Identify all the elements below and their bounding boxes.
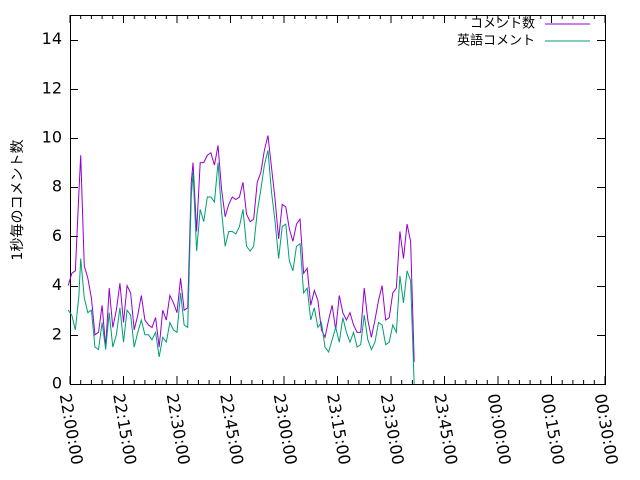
x-tick-label: 23:30:00 bbox=[377, 392, 408, 466]
y-tick-label: 0 bbox=[52, 374, 62, 393]
x-tick-label: 00:30:00 bbox=[591, 392, 622, 466]
x-tick-label: 23:00:00 bbox=[270, 392, 301, 466]
legend-label: 英語コメント bbox=[457, 33, 535, 49]
x-tick-label: 00:00:00 bbox=[484, 392, 515, 466]
y-tick-label: 12 bbox=[42, 78, 62, 97]
series-layer bbox=[67, 135, 415, 385]
y-tick-label: 4 bbox=[52, 275, 62, 294]
x-axis: 22:00:00 22:15:00 22:30:00 22:45:00 23:00:00… bbox=[56, 15, 622, 466]
plot-frame bbox=[70, 15, 606, 385]
x-tick-label: 22:30:00 bbox=[163, 392, 194, 466]
legend-label: コメント数 bbox=[470, 17, 535, 32]
y-axis-label: 1秒毎のコメント数 bbox=[10, 140, 26, 261]
x-tick-label: 23:15:00 bbox=[323, 392, 354, 466]
x-tick-label: 22:45:00 bbox=[216, 392, 247, 466]
y-tick-label: 10 bbox=[42, 128, 62, 147]
x-tick-label: 23:45:00 bbox=[430, 392, 461, 466]
series-line-2 bbox=[67, 150, 415, 385]
x-tick-label: 22:15:00 bbox=[109, 392, 140, 466]
x-tick-label: 00:15:00 bbox=[537, 392, 568, 466]
plot-area bbox=[70, 15, 606, 385]
y-tick-label: 8 bbox=[52, 177, 62, 196]
y-tick-label: 14 bbox=[42, 29, 62, 48]
y-tick-label: 6 bbox=[52, 226, 62, 245]
y-tick-label: 2 bbox=[52, 324, 62, 343]
x-tick-label: 22:00:00 bbox=[56, 392, 87, 466]
y-axis: 0 2 4 6 8 10 12 14 bbox=[42, 29, 605, 393]
series-line-1 bbox=[67, 135, 415, 362]
